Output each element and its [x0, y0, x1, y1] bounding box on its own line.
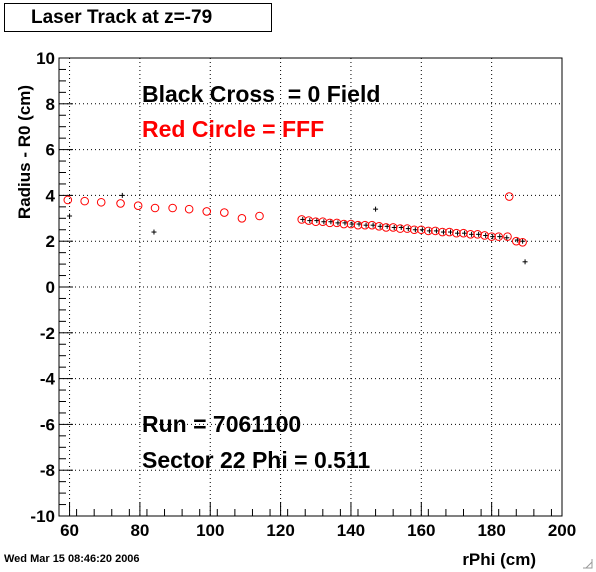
- black-cross-point: [119, 192, 125, 198]
- legend-red-circle: Red Circle = FFF: [142, 116, 324, 142]
- black-cross-point: [356, 221, 362, 227]
- x-tick-label: 100: [196, 521, 224, 540]
- red-circle-point: [487, 232, 496, 241]
- red-circle-point: [237, 214, 247, 223]
- black-cross-point: [307, 218, 313, 224]
- x-tick-label: 160: [407, 521, 435, 540]
- black-cross-point: [328, 219, 334, 225]
- x-tick-label: 140: [337, 521, 365, 540]
- red-circle-point: [504, 192, 514, 201]
- black-cross-point: [314, 218, 320, 224]
- red-circle-point: [325, 218, 335, 228]
- y-tick-label: 0: [46, 278, 55, 297]
- black-cross-point: [497, 234, 503, 240]
- red-circle-point: [518, 238, 527, 247]
- red-circle-point: [150, 203, 160, 213]
- red-circle-point: [133, 201, 143, 211]
- red-circle-point: [184, 204, 194, 214]
- black-cross-point: [363, 222, 369, 228]
- red-circle-point: [360, 220, 370, 230]
- red-circle-point: [452, 228, 461, 238]
- black-cross-point: [151, 229, 157, 235]
- black-cross-point: [490, 234, 496, 240]
- red-circle-point: [381, 223, 391, 232]
- black-cross-point: [476, 231, 482, 237]
- y-tick-label: 6: [46, 141, 55, 160]
- red-circle-point: [353, 220, 363, 230]
- black-cross-point: [455, 230, 461, 236]
- black-cross-point: [412, 227, 418, 233]
- black-cross-point: [321, 219, 327, 225]
- y-axis-label: Radius - R0 (cm): [15, 85, 34, 219]
- legend-black-cross: Black Cross = 0 Field: [142, 81, 380, 107]
- red-circle-point: [494, 232, 503, 241]
- black-cross-point: [405, 226, 411, 232]
- red-circle-point: [80, 196, 89, 206]
- red-circle-point: [438, 227, 447, 237]
- black-cross-point: [440, 229, 446, 235]
- black-cross-point: [504, 235, 510, 241]
- red-circle-point: [96, 197, 106, 207]
- black-cross-point: [342, 220, 348, 226]
- black-cross-point: [391, 224, 397, 230]
- black-cross-point: [447, 229, 453, 235]
- black-cross-point: [426, 228, 432, 234]
- red-circle-point: [311, 217, 321, 227]
- red-circle-point: [503, 232, 512, 241]
- black-cross-point: [370, 222, 376, 228]
- red-circle-point: [466, 230, 475, 239]
- y-tick-label: 10: [36, 49, 55, 68]
- black-cross-point: [384, 223, 390, 229]
- data-points: [63, 192, 528, 265]
- red-circle-point: [202, 207, 212, 216]
- y-tick-label: -6: [40, 415, 55, 434]
- red-circle-point: [168, 203, 177, 213]
- red-circle-point: [339, 219, 349, 229]
- red-circle-point: [63, 195, 73, 205]
- black-cross-point: [398, 224, 404, 230]
- black-cross-point: [469, 231, 475, 237]
- red-circle-point: [116, 199, 125, 208]
- resize-corner-icon: [583, 559, 593, 569]
- x-tick-label: 80: [130, 521, 149, 540]
- black-cross-point: [67, 213, 73, 219]
- red-circle-point: [220, 208, 229, 217]
- x-axis-label: rPhi (cm): [462, 550, 536, 569]
- run-label: Run = 7061100: [142, 411, 301, 437]
- black-cross-point: [522, 259, 528, 265]
- black-cross-point: [349, 221, 355, 227]
- black-cross-point: [520, 238, 526, 244]
- chart-title: Laser Track at z=-79: [4, 3, 272, 32]
- axis-ticks: 60 80 100 120 140 160 180 200 -10 -8 -6 -4 -2 0 2 4 6 8 10: [30, 49, 576, 540]
- black-cross-point: [433, 228, 439, 234]
- red-circle-point: [255, 211, 264, 221]
- black-cross-point: [300, 216, 306, 222]
- black-cross-point: [373, 206, 379, 212]
- black-cross-point: [419, 227, 425, 233]
- y-tick-label: -8: [40, 461, 55, 480]
- x-tick-label: 120: [266, 521, 294, 540]
- x-tick-label: 60: [60, 521, 79, 540]
- red-circle-point: [395, 224, 405, 233]
- black-cross-point: [335, 220, 341, 226]
- timestamp: Wed Mar 15 08:46:20 2006: [4, 553, 140, 565]
- black-cross-point: [462, 230, 468, 236]
- red-circle-point: [511, 236, 521, 246]
- red-circle-point: [424, 226, 433, 236]
- y-tick-label: 4: [46, 186, 56, 205]
- y-tick-label: 8: [46, 95, 55, 114]
- red-circle-point: [409, 225, 419, 235]
- y-tick-label: -10: [30, 507, 55, 526]
- black-cross-point: [377, 223, 383, 229]
- x-tick-label: 200: [548, 521, 576, 540]
- y-tick-label: 2: [46, 232, 55, 251]
- sector-label: Sector 22 Phi = 0.511: [142, 447, 370, 473]
- black-cross-point: [483, 232, 489, 238]
- y-tick-label: -4: [40, 370, 56, 389]
- x-tick-label: 180: [477, 521, 505, 540]
- y-tick-label: -2: [40, 324, 55, 343]
